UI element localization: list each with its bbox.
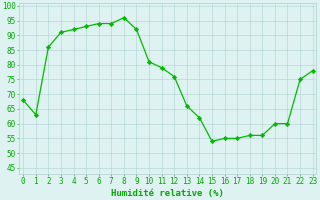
X-axis label: Humidité relative (%): Humidité relative (%)	[111, 189, 224, 198]
